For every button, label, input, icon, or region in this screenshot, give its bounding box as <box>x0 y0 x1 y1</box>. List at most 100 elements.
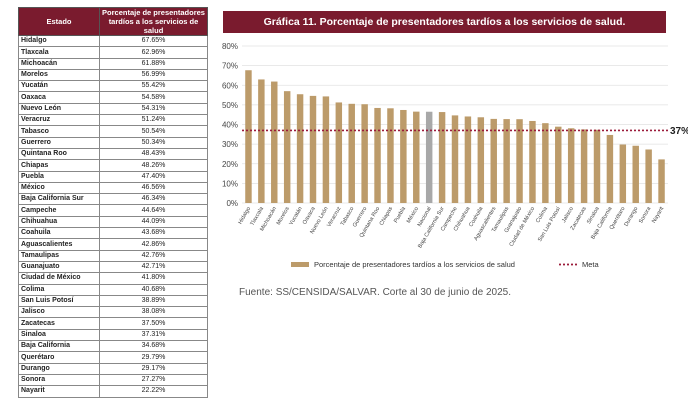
table-row: Tabasco 50.54% <box>18 125 208 138</box>
state-name-cell: Yucatán <box>18 80 100 93</box>
percentage-cell: 42.86% <box>99 238 208 251</box>
percentage-cell: 46.56% <box>99 181 208 195</box>
bar <box>645 149 652 203</box>
table-row: Puebla 47.40% <box>18 170 208 183</box>
bar <box>477 117 485 203</box>
y-tick-label: 20% <box>222 160 238 169</box>
percentage-cell: 41.80% <box>99 272 208 285</box>
state-name-cell: Chiapas <box>18 159 100 172</box>
table-row: Chiapas 48.26% <box>18 159 208 172</box>
table-row: México 46.56% <box>18 181 208 195</box>
state-name-cell: Baja California <box>18 340 100 353</box>
bar <box>387 108 394 203</box>
state-name-cell: Querétaro <box>18 351 100 364</box>
table-row: Campeche 44.64% <box>18 204 208 217</box>
state-name-cell: Quintana Roo <box>18 147 100 161</box>
percentage-cell: 55.42% <box>99 80 208 93</box>
percentage-cell: 50.54% <box>99 125 208 138</box>
chart-title: Gráfica 11. Porcentaje de presentadores … <box>223 11 666 33</box>
state-name-cell: Oaxaca <box>18 91 100 104</box>
percentage-cell: 54.31% <box>99 102 208 116</box>
bar <box>400 109 407 203</box>
bar <box>619 144 627 203</box>
state-name-cell: Nuevo León <box>18 102 100 116</box>
state-name-cell: Veracruz <box>18 114 100 127</box>
state-name-cell: Colima <box>18 283 100 296</box>
legend-swatch-bar <box>291 262 309 267</box>
percentage-cell: 44.09% <box>99 215 208 229</box>
header-porcentaje: Porcentaje de presentadores tardíos a lo… <box>99 7 208 36</box>
state-name-cell: Morelos <box>18 68 100 82</box>
bar <box>283 91 291 203</box>
table-row: Jalisco 38.08% <box>18 306 208 319</box>
percentage-cell: 44.64% <box>99 204 208 217</box>
table-row: Guanajuato 42.71% <box>18 260 208 274</box>
bar <box>361 104 368 203</box>
bar <box>335 102 343 203</box>
table-body: Hidalgo 67.65% Tlaxcala 62.96% Michoacán 61.8… <box>18 34 208 398</box>
table-row: Michoacán 61.88% <box>18 57 208 70</box>
table-header-row: Estado Porcentaje de presentadores tardí… <box>18 7 208 36</box>
state-table: Estado Porcentaje de presentadores tardí… <box>18 7 208 398</box>
table-row: Durango 29.17% <box>18 362 208 375</box>
bar <box>542 123 549 203</box>
state-name-cell: Nayarit <box>18 385 100 398</box>
bar <box>580 129 588 203</box>
percentage-cell: 42.76% <box>99 249 208 262</box>
bar <box>567 128 575 203</box>
state-name-cell: Zacatecas <box>18 317 100 330</box>
bar <box>348 103 355 203</box>
table-row: Guerrero 50.34% <box>18 136 208 149</box>
percentage-cell: 50.34% <box>99 136 208 149</box>
y-tick-label: 10% <box>222 179 238 188</box>
percentage-cell: 37.50% <box>99 317 208 330</box>
table-row: San Luis Potosí 38.89% <box>18 294 208 308</box>
state-name-cell: Guerrero <box>18 136 100 149</box>
table-row: Aguascalientes 42.86% <box>18 238 208 251</box>
percentage-cell: 29.17% <box>99 362 208 375</box>
state-name-cell: Tlaxcala <box>18 46 100 59</box>
state-name-cell: Guanajuato <box>18 260 100 274</box>
table-row: Ciudad de México 41.80% <box>18 272 208 285</box>
table-row: Nuevo León 54.31% <box>18 102 208 116</box>
bar <box>516 119 523 203</box>
percentage-cell: 27.27% <box>99 373 208 387</box>
bar <box>374 107 381 203</box>
state-name-cell: Coahuila <box>18 227 100 240</box>
state-name-cell: Sinaloa <box>18 328 100 342</box>
bar <box>245 70 252 203</box>
y-tick-label: 80% <box>222 42 238 51</box>
table-row: Nayarit 22.22% <box>18 385 208 398</box>
percentage-cell: 48.43% <box>99 147 208 161</box>
bar <box>503 119 510 203</box>
state-name-cell: Baja California Sur <box>18 193 100 206</box>
state-name-cell: Hidalgo <box>18 34 100 48</box>
table-row: Zacatecas 37.50% <box>18 317 208 330</box>
table-row: Oaxaca 54.58% <box>18 91 208 104</box>
percentage-cell: 42.71% <box>99 260 208 274</box>
percentage-cell: 40.68% <box>99 283 208 296</box>
bar <box>451 115 459 203</box>
legend-label-bar: Porcentaje de presentadores tardíos a lo… <box>314 260 515 269</box>
bar <box>464 116 472 203</box>
table-row: Tamaulipas 42.76% <box>18 249 208 262</box>
bar <box>271 81 278 203</box>
bar-chart: 0%10%20%30%40%50%60%70%80%HidalgoTlaxcal… <box>222 42 688 269</box>
percentage-cell: 38.08% <box>99 306 208 319</box>
table-row: Morelos 56.99% <box>18 68 208 82</box>
table-row: Quintana Roo 48.43% <box>18 147 208 161</box>
table-row: Chihuahua 44.09% <box>18 215 208 229</box>
percentage-cell: 56.99% <box>99 68 208 82</box>
bar <box>438 112 446 203</box>
percentage-cell: 47.40% <box>99 170 208 183</box>
table-row: Hidalgo 67.65% <box>18 34 208 48</box>
table-row: Tlaxcala 62.96% <box>18 46 208 59</box>
bar <box>593 129 601 203</box>
percentage-cell: 61.88% <box>99 57 208 70</box>
table-row: Sonora 27.27% <box>18 373 208 387</box>
state-name-cell: Chihuahua <box>18 215 100 229</box>
table-row: Yucatán 55.42% <box>18 80 208 93</box>
table-row: Veracruz 51.24% <box>18 114 208 127</box>
state-name-cell: Puebla <box>18 170 100 183</box>
x-tick-label: Nayarit <box>651 206 665 225</box>
